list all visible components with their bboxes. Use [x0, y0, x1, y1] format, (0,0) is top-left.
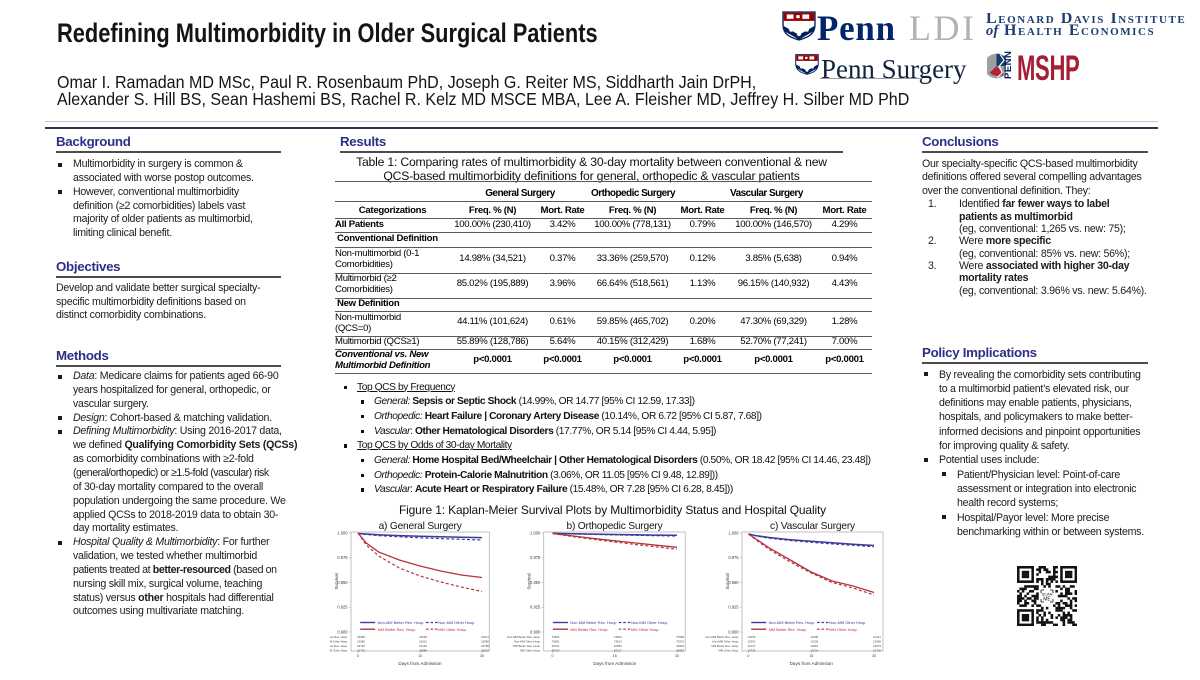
- svg-text:16012: 16012: [419, 640, 427, 644]
- svg-text:19136: 19136: [419, 644, 427, 648]
- svg-text:Non-MM Better Res. Hosp.: Non-MM Better Res. Hosp.: [705, 635, 739, 639]
- svg-text:0.900: 0.900: [337, 629, 348, 634]
- svg-text:73575: 73575: [676, 640, 684, 644]
- svg-text:16017: 16017: [481, 635, 489, 639]
- svg-text:MM Better Res. Hosp.: MM Better Res. Hosp.: [330, 644, 348, 648]
- svg-text:49724: 49724: [552, 644, 560, 648]
- svg-text:MM Other Hosp.: MM Other Hosp.: [631, 627, 660, 632]
- svg-text:Days from Admission: Days from Admission: [398, 661, 442, 666]
- svg-text:73691: 73691: [552, 640, 560, 644]
- svg-text:0.925: 0.925: [337, 605, 348, 610]
- svg-text:14281: 14281: [810, 644, 818, 648]
- svg-text:Non-MM Better Res. Hosp.: Non-MM Better Res. Hosp.: [330, 635, 348, 639]
- svg-text:15: 15: [809, 654, 813, 658]
- svg-text:13700: 13700: [873, 649, 881, 653]
- svg-text:Non-MM Other Hosp.: Non-MM Other Hosp.: [712, 640, 739, 644]
- svg-text:0.950: 0.950: [530, 580, 541, 585]
- svg-text:73598: 73598: [676, 635, 684, 639]
- svg-text:0.925: 0.925: [728, 605, 739, 610]
- svg-text:Non-MM Other Hosp.: Non-MM Other Hosp.: [829, 620, 866, 625]
- svg-text:14234: 14234: [810, 649, 818, 653]
- svg-text:19726: 19726: [357, 644, 365, 648]
- svg-text:73691: 73691: [552, 635, 560, 639]
- svg-text:MM Other Hosp.: MM Other Hosp.: [330, 649, 348, 653]
- svg-text:1.000: 1.000: [728, 530, 739, 535]
- svg-text:0: 0: [552, 654, 554, 658]
- svg-text:16085: 16085: [357, 640, 365, 644]
- svg-text:73613: 73613: [614, 640, 622, 644]
- svg-text:49724: 49724: [552, 649, 560, 653]
- svg-text:0.975: 0.975: [530, 555, 541, 560]
- svg-text:19726: 19726: [357, 649, 365, 653]
- svg-text:Survival: Survival: [725, 573, 730, 589]
- svg-text:18786: 18786: [481, 644, 489, 648]
- svg-text:MM Better Res. Hosp.: MM Better Res. Hosp.: [378, 627, 416, 632]
- svg-text:16038: 16038: [419, 635, 427, 639]
- svg-text:13255: 13255: [748, 635, 756, 639]
- svg-text:MM Better Res. Hosp.: MM Better Res. Hosp.: [769, 627, 807, 632]
- svg-text:30: 30: [872, 654, 876, 658]
- svg-text:0: 0: [357, 654, 359, 658]
- svg-text:Non-MM Better Res. Hosp.: Non-MM Better Res. Hosp.: [570, 620, 617, 625]
- svg-text:13141: 13141: [873, 635, 881, 639]
- svg-text:15: 15: [613, 654, 617, 658]
- svg-text:44982: 44982: [676, 649, 684, 653]
- svg-text:Non-MM Other Hosp.: Non-MM Other Hosp.: [631, 620, 668, 625]
- svg-text:18532: 18532: [481, 649, 489, 653]
- svg-text:MM Better Res. Hosp.: MM Better Res. Hosp.: [513, 644, 541, 648]
- svg-text:44992: 44992: [676, 644, 684, 648]
- svg-text:Non-MM Other Hosp.: Non-MM Other Hosp.: [330, 640, 348, 644]
- svg-text:18888: 18888: [419, 649, 427, 653]
- svg-text:13979: 13979: [873, 644, 881, 648]
- svg-text:15986: 15986: [481, 640, 489, 644]
- svg-text:73633: 73633: [614, 635, 622, 639]
- svg-text:ME: ME: [1043, 597, 1051, 603]
- svg-text:1.000: 1.000: [530, 530, 541, 535]
- svg-text:MM Other Hosp.: MM Other Hosp.: [718, 649, 739, 653]
- svg-text:0.900: 0.900: [530, 629, 541, 634]
- svg-text:14747: 14747: [748, 644, 756, 648]
- svg-text:14735: 14735: [748, 649, 756, 653]
- svg-text:Days from Admission: Days from Admission: [790, 661, 834, 666]
- svg-text:13139: 13139: [810, 640, 818, 644]
- svg-text:Days from Admission: Days from Admission: [593, 661, 637, 666]
- svg-text:Non-MM Other Hosp.: Non-MM Other Hosp.: [438, 620, 475, 625]
- svg-text:1.000: 1.000: [337, 530, 348, 535]
- svg-text:Non-MM Better Res. Hosp.: Non-MM Better Res. Hosp.: [769, 620, 816, 625]
- svg-text:b) Orthopedic Surgery: b) Orthopedic Surgery: [566, 521, 663, 532]
- svg-text:Non-MM Better Res. Hosp.: Non-MM Better Res. Hosp.: [378, 620, 425, 625]
- svg-text:a) General Surgery: a) General Surgery: [379, 521, 463, 532]
- svg-text:30: 30: [480, 654, 484, 658]
- svg-text:0.975: 0.975: [728, 555, 739, 560]
- svg-text:MM Other Hosp.: MM Other Hosp.: [438, 627, 467, 632]
- svg-text:30: 30: [675, 654, 679, 658]
- svg-text:0.950: 0.950: [337, 580, 348, 585]
- svg-text:45217: 45217: [614, 649, 622, 653]
- svg-text:0.950: 0.950: [728, 580, 739, 585]
- svg-text:c) Vascular Surgery: c) Vascular Surgery: [770, 521, 856, 532]
- svg-text:SCAN: SCAN: [1041, 592, 1052, 597]
- svg-text:0: 0: [747, 654, 749, 658]
- svg-text:46553: 46553: [614, 644, 622, 648]
- svg-text:Survival: Survival: [334, 573, 339, 589]
- svg-text:Non-MM Other Hosp.: Non-MM Other Hosp.: [514, 640, 541, 644]
- svg-text:13098: 13098: [873, 640, 881, 644]
- svg-text:13168: 13168: [810, 635, 818, 639]
- svg-text:MM Better Res. Hosp.: MM Better Res. Hosp.: [711, 644, 739, 648]
- svg-text:0.900: 0.900: [728, 629, 739, 634]
- svg-text:Non-MM Better Res. Hosp.: Non-MM Better Res. Hosp.: [507, 635, 541, 639]
- svg-text:Survival: Survival: [527, 573, 532, 589]
- svg-text:0.925: 0.925: [530, 605, 541, 610]
- svg-text:15: 15: [418, 654, 422, 658]
- svg-text:13253: 13253: [748, 640, 756, 644]
- svg-text:16085: 16085: [357, 635, 365, 639]
- svg-text:MM Other Hosp.: MM Other Hosp.: [520, 649, 541, 653]
- svg-text:MM Better Res. Hosp.: MM Better Res. Hosp.: [570, 627, 608, 632]
- svg-text:MM Other Hosp.: MM Other Hosp.: [829, 627, 858, 632]
- svg-text:0.975: 0.975: [337, 555, 348, 560]
